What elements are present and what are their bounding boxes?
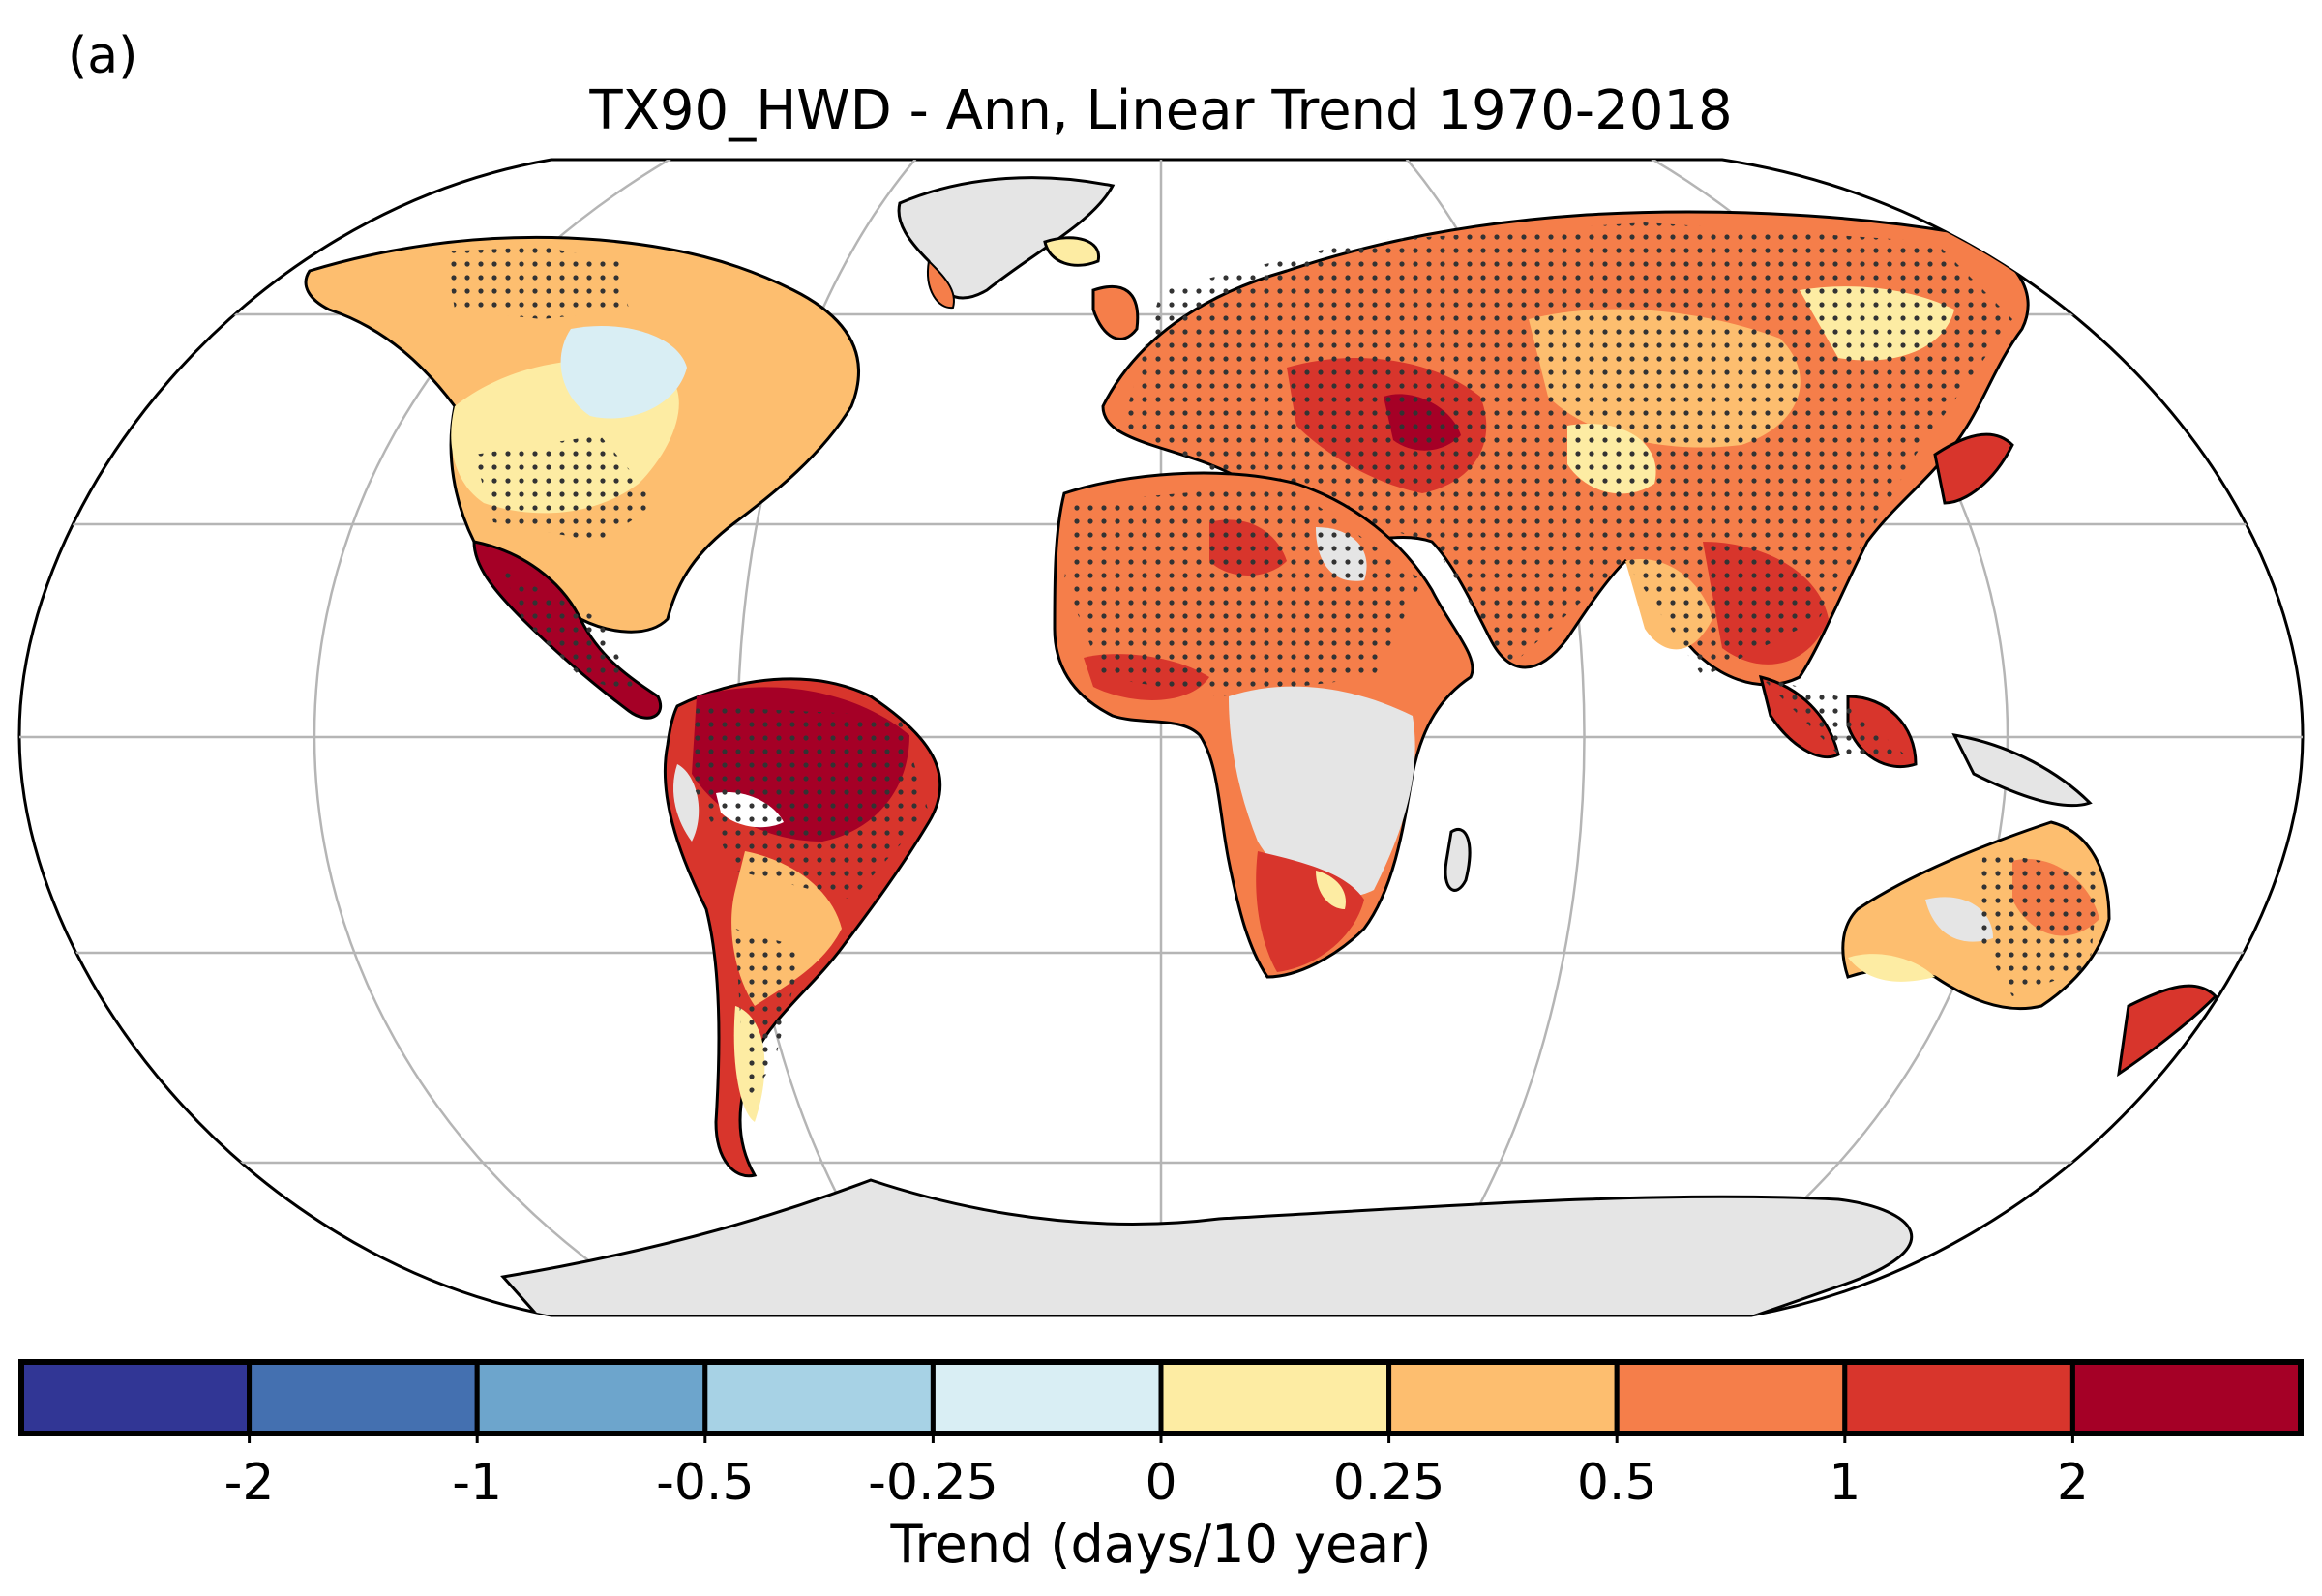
colorbar-tick-label: -2 — [224, 1454, 275, 1512]
colorbar-swatch — [2069, 1359, 2304, 1436]
japan — [1933, 432, 2014, 505]
colorbar-title: Trend (days/10 year) — [890, 1514, 1432, 1575]
africa — [1053, 471, 1474, 979]
colorbar-tick-label: 2 — [2057, 1454, 2089, 1512]
colorbar: -2 -1 -0.5 -0.25 0 0.25 0.5 1 2 — [18, 1359, 2304, 1512]
antarctica — [500, 1178, 1914, 1315]
colorbar-tick-label: 1 — [1829, 1454, 1861, 1512]
greenland — [897, 176, 1116, 300]
colorbar-swatch — [702, 1359, 936, 1436]
iceland — [1043, 236, 1100, 267]
colorbar-swatch — [930, 1359, 1164, 1436]
maritime-asia — [1758, 674, 2093, 808]
colorbar-swatch — [474, 1359, 708, 1436]
colorbar-swatch — [247, 1359, 480, 1436]
map-title: TX90_HWD - Ann, Linear Trend 1970-2018 — [589, 79, 1733, 142]
colorbar-swatch — [18, 1359, 253, 1436]
colorbar-tick-label: -1 — [452, 1454, 502, 1512]
australia — [1841, 820, 2218, 1078]
colorbar-swatch — [1614, 1359, 1848, 1436]
colorbar-swatch — [1842, 1359, 2075, 1436]
colorbar-tick-label: 0.25 — [1333, 1454, 1445, 1512]
colorbar-swatch — [1158, 1359, 1392, 1436]
colorbar-tick-label: 0.5 — [1577, 1454, 1657, 1512]
north-america — [304, 235, 860, 720]
british-isles — [1091, 284, 1140, 340]
colorbar-tick-label: 0 — [1145, 1454, 1176, 1512]
panel-label: (a) — [68, 27, 138, 85]
colorbar-tick-label: -0.5 — [656, 1454, 754, 1512]
colorbar-tick-label: -0.25 — [868, 1454, 998, 1512]
south-america — [663, 677, 942, 1178]
colorbar-swatch — [1386, 1359, 1620, 1436]
